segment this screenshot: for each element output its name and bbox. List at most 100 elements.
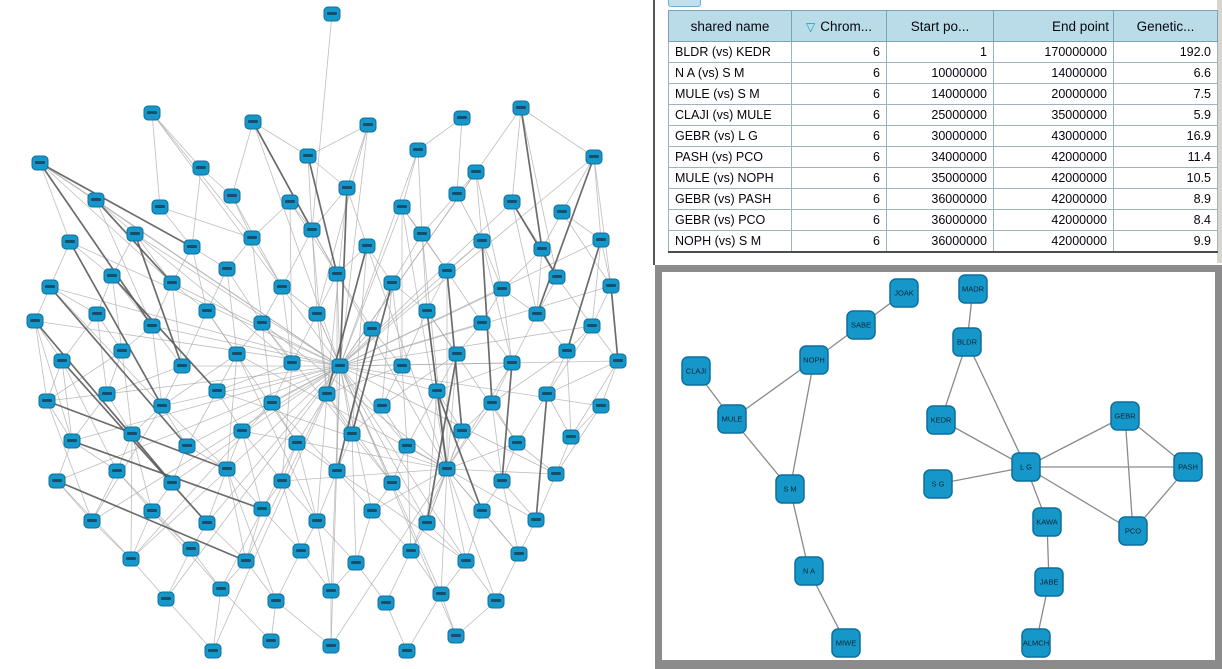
network-node[interactable] bbox=[88, 306, 106, 322]
table-row[interactable]: MULE (vs) S M 6 14000000 20000000 7.5 bbox=[668, 83, 1218, 105]
network-node[interactable] bbox=[453, 423, 471, 439]
table-scrollbar[interactable] bbox=[1217, 0, 1222, 263]
network-node[interactable] bbox=[538, 386, 556, 402]
network-node[interactable] bbox=[183, 239, 201, 255]
network-node[interactable] bbox=[331, 358, 349, 374]
network-node[interactable] bbox=[473, 315, 491, 331]
column-header-3[interactable]: End point bbox=[993, 10, 1114, 42]
network-node[interactable] bbox=[204, 643, 222, 659]
network-node[interactable] bbox=[31, 155, 49, 171]
network-node[interactable] bbox=[288, 435, 306, 451]
network-node[interactable] bbox=[38, 393, 56, 409]
network-node-na[interactable]: N A bbox=[794, 556, 824, 586]
network-node[interactable] bbox=[585, 149, 603, 165]
network-node[interactable] bbox=[87, 192, 105, 208]
table-row[interactable]: CLAJI (vs) MULE 6 25000000 35000000 5.9 bbox=[668, 104, 1218, 126]
toolbar-fragment[interactable] bbox=[668, 0, 701, 7]
network-node[interactable] bbox=[602, 278, 620, 294]
network-node[interactable] bbox=[173, 358, 191, 374]
network-node[interactable] bbox=[510, 546, 528, 562]
overview-network-canvas[interactable] bbox=[0, 0, 655, 669]
network-node[interactable] bbox=[263, 395, 281, 411]
table-row[interactable]: GEBR (vs) PCO 6 36000000 42000000 8.4 bbox=[668, 209, 1218, 231]
network-node[interactable] bbox=[262, 633, 280, 649]
network-node[interactable] bbox=[143, 105, 161, 121]
network-node[interactable] bbox=[358, 238, 376, 254]
network-node[interactable] bbox=[418, 515, 436, 531]
network-node[interactable] bbox=[328, 463, 346, 479]
column-header-4[interactable]: Genetic... bbox=[1113, 10, 1218, 42]
network-node[interactable] bbox=[508, 435, 526, 451]
network-node[interactable] bbox=[308, 306, 326, 322]
network-node[interactable] bbox=[343, 426, 361, 442]
network-node[interactable] bbox=[143, 503, 161, 519]
network-node[interactable] bbox=[347, 555, 365, 571]
network-node[interactable] bbox=[562, 429, 580, 445]
network-node[interactable] bbox=[273, 279, 291, 295]
network-node[interactable] bbox=[503, 355, 521, 371]
network-node[interactable] bbox=[308, 513, 326, 529]
network-node[interactable] bbox=[512, 100, 530, 116]
network-node[interactable] bbox=[413, 226, 431, 242]
network-node[interactable] bbox=[363, 503, 381, 519]
network-node[interactable] bbox=[299, 148, 317, 164]
network-node[interactable] bbox=[328, 266, 346, 282]
network-node[interactable] bbox=[98, 386, 116, 402]
network-node[interactable] bbox=[592, 232, 610, 248]
network-node[interactable] bbox=[359, 117, 377, 133]
network-node[interactable] bbox=[267, 593, 285, 609]
network-node-claji[interactable]: CLAJI bbox=[681, 356, 711, 386]
network-node[interactable] bbox=[483, 395, 501, 411]
network-node[interactable] bbox=[533, 241, 551, 257]
network-node[interactable] bbox=[487, 593, 505, 609]
column-header-1[interactable]: ▽ Chrom... bbox=[791, 10, 887, 42]
network-node[interactable] bbox=[228, 346, 246, 362]
network-node[interactable] bbox=[398, 438, 416, 454]
network-node[interactable] bbox=[493, 281, 511, 297]
network-node[interactable] bbox=[83, 513, 101, 529]
filtered-network-canvas[interactable]: JOAK MADR SABE NOPH BLDR CLAJI MULE KEDR GEBR L G… bbox=[662, 272, 1213, 658]
network-node[interactable] bbox=[233, 423, 251, 439]
network-node[interactable] bbox=[103, 268, 121, 284]
network-node[interactable] bbox=[178, 438, 196, 454]
network-node[interactable] bbox=[432, 586, 450, 602]
network-node-almch[interactable]: ALMCH bbox=[1021, 628, 1051, 658]
network-node[interactable] bbox=[318, 386, 336, 402]
network-node[interactable] bbox=[163, 475, 181, 491]
network-node[interactable] bbox=[503, 194, 521, 210]
network-node[interactable] bbox=[198, 515, 216, 531]
network-node[interactable] bbox=[609, 353, 627, 369]
network-node[interactable] bbox=[558, 343, 576, 359]
network-node[interactable] bbox=[418, 303, 436, 319]
network-node-joak[interactable]: JOAK bbox=[889, 278, 919, 308]
table-row[interactable]: NOPH (vs) S M 6 36000000 42000000 9.9 bbox=[668, 230, 1218, 253]
network-node[interactable] bbox=[338, 180, 356, 196]
network-node[interactable] bbox=[473, 233, 491, 249]
network-node[interactable] bbox=[237, 553, 255, 569]
network-node-noph[interactable]: NOPH bbox=[799, 345, 829, 375]
table-row[interactable]: PASH (vs) PCO 6 34000000 42000000 11.4 bbox=[668, 146, 1218, 168]
network-node[interactable] bbox=[448, 346, 466, 362]
network-node[interactable] bbox=[398, 643, 416, 659]
network-node[interactable] bbox=[113, 343, 131, 359]
network-node[interactable] bbox=[322, 583, 340, 599]
network-node[interactable] bbox=[447, 628, 465, 644]
table-row[interactable]: MULE (vs) NOPH 6 35000000 42000000 10.5 bbox=[668, 167, 1218, 189]
network-node[interactable] bbox=[393, 199, 411, 215]
network-node[interactable] bbox=[253, 315, 271, 331]
network-node[interactable] bbox=[322, 638, 340, 654]
network-node-sabe[interactable]: SABE bbox=[846, 310, 876, 340]
network-node[interactable] bbox=[108, 463, 126, 479]
network-node[interactable] bbox=[212, 581, 230, 597]
network-node[interactable] bbox=[163, 275, 181, 291]
network-node[interactable] bbox=[182, 541, 200, 557]
network-node[interactable] bbox=[208, 383, 226, 399]
network-node[interactable] bbox=[63, 433, 81, 449]
network-node[interactable] bbox=[583, 318, 601, 334]
network-node[interactable] bbox=[527, 512, 545, 528]
network-node[interactable] bbox=[223, 188, 241, 204]
network-node[interactable] bbox=[253, 501, 271, 517]
column-header-0[interactable]: shared name bbox=[668, 10, 792, 42]
network-node-pco[interactable]: PCO bbox=[1118, 516, 1148, 546]
network-node[interactable] bbox=[548, 269, 566, 285]
